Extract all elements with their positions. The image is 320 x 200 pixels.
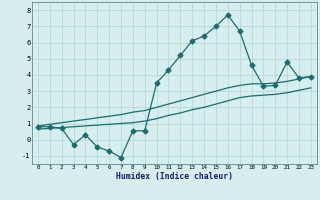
X-axis label: Humidex (Indice chaleur): Humidex (Indice chaleur) <box>116 172 233 181</box>
